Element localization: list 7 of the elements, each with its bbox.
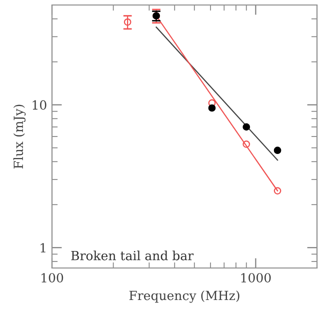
x-tick-label: 100	[42, 273, 64, 283]
annotation: Broken tail and bar	[71, 250, 194, 260]
y-axis-title: Flux (mJy)	[13, 104, 26, 169]
x-tick-label: 1000	[241, 273, 271, 283]
y-tick-label: 1	[40, 243, 46, 252]
y-tick-label: 10	[32, 100, 46, 110]
x-axis-title: Frequency (MHz)	[129, 290, 240, 303]
